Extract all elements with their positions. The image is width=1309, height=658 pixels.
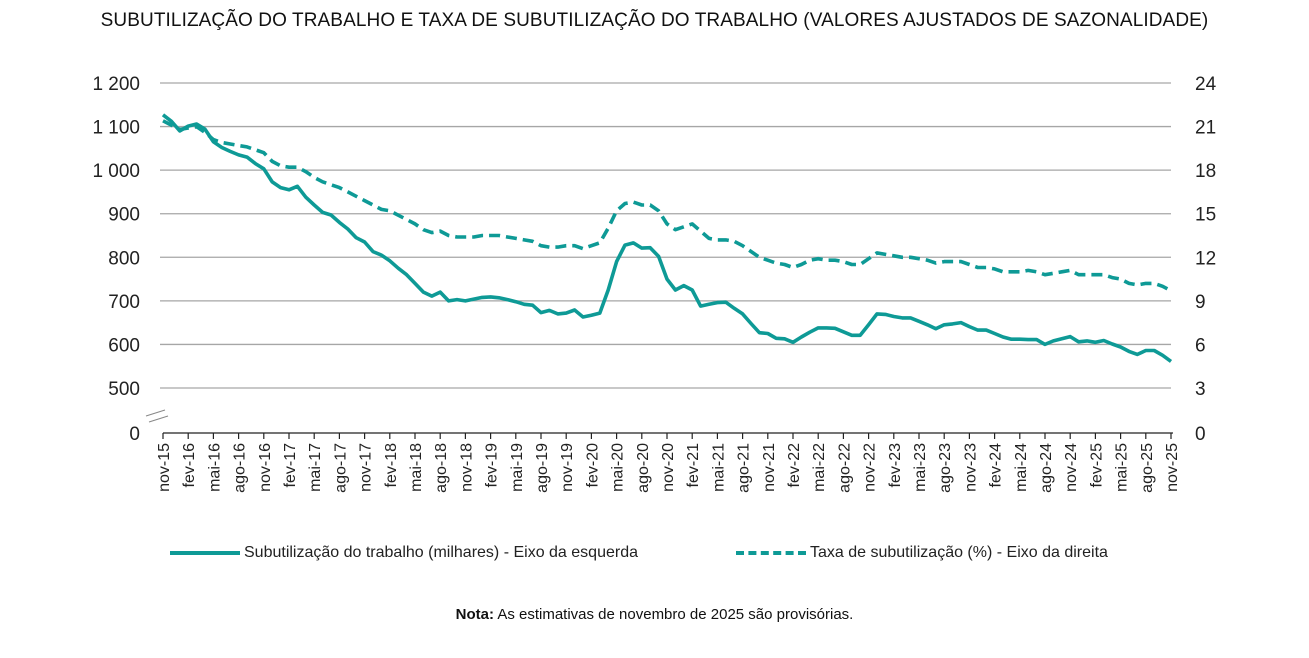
x-tick-label: ago-24	[1038, 443, 1055, 493]
x-tick-label: fev-24	[988, 443, 1005, 488]
legend-item-subutilizacao: Subutilização do trabalho (milhares) - E…	[170, 544, 638, 562]
x-tick-label: ago-23	[937, 443, 954, 493]
x-tick-label: ago-16	[232, 443, 249, 493]
x-tick-label: mai-18	[408, 443, 425, 492]
footnote-text: As estimativas de novembro de 2025 são p…	[493, 606, 854, 623]
legend-solid-line-icon	[170, 551, 240, 555]
axis-break-mark	[148, 415, 169, 423]
x-tick-label: mai-19	[509, 443, 526, 492]
y-right-tick-label: 24	[1195, 74, 1217, 95]
x-tick-label: nov-15	[156, 443, 173, 492]
series-line-subutilizacao	[161, 113, 1173, 363]
x-tick-label: ago-18	[433, 443, 450, 493]
x-tick-label: ago-21	[736, 443, 753, 493]
y-right-tick-label: 9	[1195, 292, 1206, 313]
footnote-label: Nota:	[455, 606, 494, 623]
y-left-tick-label: 500	[108, 379, 140, 400]
x-tick-label: nov-21	[761, 443, 778, 492]
x-tick-label: fev-20	[584, 443, 601, 488]
x-tick-label: mai-22	[811, 443, 828, 492]
y-right-tick-label: 3	[1195, 379, 1206, 400]
legend-label-taxa: Taxa de subutilização (%) - Eixo da dire…	[810, 544, 1108, 561]
x-tick-label: fev-21	[685, 443, 702, 488]
chart-title: SUBUTILIZAÇÃO DO TRABALHO E TAXA DE SUBU…	[100, 10, 1209, 31]
x-tick-label: fev-16	[181, 443, 198, 488]
x-tick-label: fev-18	[383, 443, 400, 488]
x-tick-label: fev-19	[484, 443, 501, 488]
y-left-tick-label: 700	[108, 292, 140, 313]
x-tick-label: ago-25	[1139, 443, 1156, 493]
x-tick-label: mai-25	[1114, 443, 1131, 492]
x-tick-label: nov-22	[862, 443, 879, 492]
y-left-tick-label: 1 100	[92, 118, 140, 139]
x-tick-label: mai-20	[610, 443, 627, 492]
x-tick-label: nov-25	[1164, 443, 1181, 492]
x-tick-label: ago-20	[635, 443, 652, 493]
x-tick-label: nov-23	[962, 443, 979, 492]
legend-dashed-line-icon	[736, 551, 806, 555]
x-tick-label: mai-21	[710, 443, 727, 492]
x-tick-label: ago-17	[332, 443, 349, 493]
series-line-taxa	[162, 119, 1172, 293]
y-left-tick-label: 600	[108, 335, 140, 356]
footnote: Nota: As estimativas de novembro de 2025…	[0, 606, 1309, 623]
x-tick-label: ago-22	[836, 443, 853, 493]
x-tick-label: fev-23	[887, 443, 904, 488]
y-right-tick-label: 15	[1195, 205, 1216, 226]
y-right-tick-label: 21	[1195, 118, 1216, 139]
x-tick-label: nov-16	[257, 443, 274, 492]
x-tick-label: fev-25	[1088, 443, 1105, 488]
x-tick-label: nov-17	[358, 443, 375, 492]
x-tick-label: ago-19	[534, 443, 551, 493]
y-left-tick-label: 1 000	[92, 161, 140, 182]
axis-break-mark	[145, 409, 166, 417]
y-left-tick-label: 800	[108, 248, 140, 269]
x-tick-label: nov-19	[559, 443, 576, 492]
x-tick-label: nov-24	[1063, 443, 1080, 492]
x-tick-label: nov-20	[660, 443, 677, 492]
y-left-tick-label: 0	[129, 424, 140, 445]
y-left-tick-label: 900	[108, 205, 140, 226]
x-tick-label: mai-24	[1013, 443, 1030, 492]
x-tick-label: fev-17	[282, 443, 299, 488]
legend-item-taxa: Taxa de subutilização (%) - Eixo da dire…	[736, 544, 1108, 562]
x-tick-label: mai-23	[912, 443, 929, 492]
line-chart: 0 500 600 700 800 900 1 000 1 100 1 200 0 3 6 9 12 15 1…	[92, 74, 1217, 493]
x-tick-label: mai-16	[206, 443, 223, 492]
y-right-tick-label: 18	[1195, 161, 1216, 182]
y-right-tick-label: 6	[1195, 335, 1206, 356]
y-right-tick-label: 0	[1195, 424, 1206, 445]
y-right-tick-label: 12	[1195, 248, 1216, 269]
x-tick-label: mai-17	[307, 443, 324, 492]
y-left-tick-label: 1 200	[92, 74, 140, 95]
legend-label-subutilizacao: Subutilização do trabalho (milhares) - E…	[244, 544, 638, 561]
x-tick-label: nov-18	[458, 443, 475, 492]
x-tick-label: fev-22	[786, 443, 803, 488]
